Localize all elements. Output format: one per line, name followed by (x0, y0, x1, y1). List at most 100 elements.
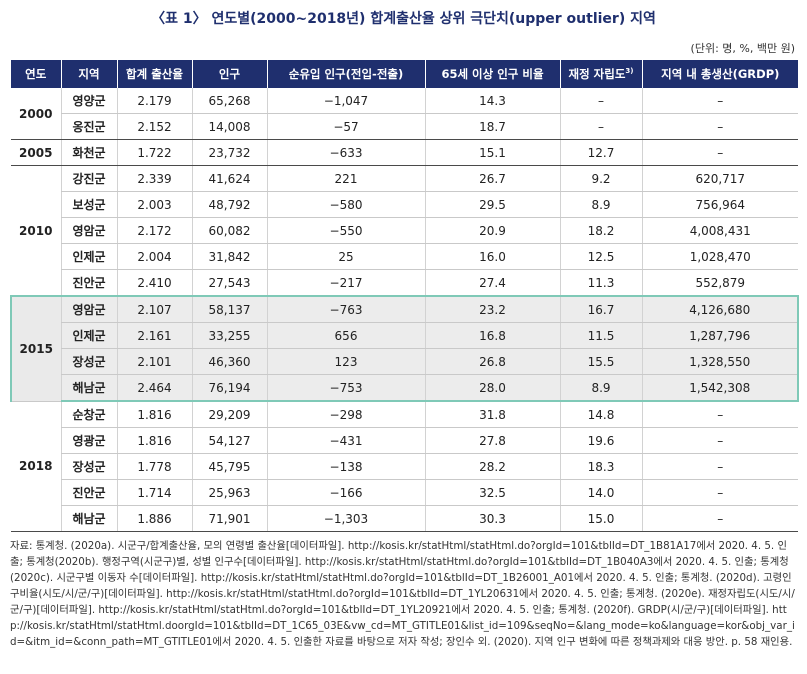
table-row: 해남군 2.464 76,194 −753 28.0 8.9 1,542,308 (11, 374, 799, 402)
header-year: 연도 (11, 60, 61, 88)
elderly-ratio-cell: 18.7 (424, 113, 560, 140)
header-region: 지역 (60, 60, 117, 88)
table-row: 인제군 2.004 31,842 25 16.0 12.5 1,028,470 (11, 243, 798, 270)
region-cell: 해남군 (60, 505, 117, 532)
tfr-cell: 2.003 (116, 191, 192, 218)
population-cell: 48,792 (191, 191, 267, 218)
population-cell: 31,842 (191, 243, 267, 270)
grdp-cell: – (641, 453, 798, 480)
tfr-cell: 2.339 (116, 165, 192, 192)
region-cell: 강진군 (60, 165, 117, 192)
region-cell: 옹진군 (60, 113, 117, 140)
net-migration-cell: −550 (266, 217, 425, 244)
population-cell: 33,255 (191, 322, 267, 349)
population-cell: 76,194 (191, 374, 267, 402)
header-footnote-mark: 3) (625, 67, 634, 76)
net-migration-cell: −138 (266, 453, 425, 480)
fiscal-independence-cell: 12.7 (559, 139, 642, 166)
table-row: 2010 강진군 2.339 41,624 221 26.7 9.2 620,717 (11, 165, 798, 297)
tfr-cell: 2.172 (116, 217, 192, 244)
region-cell: 영광군 (60, 427, 117, 454)
tfr-cell: 2.152 (116, 113, 192, 140)
table-row: 진안군 1.714 25,963 −166 32.5 14.0– (11, 479, 798, 506)
fiscal-independence-cell: 8.9 (559, 191, 642, 218)
table-row: 해남군 1.886 71,901 −1,303 30.3 15.0– (11, 505, 798, 532)
net-migration-cell: −633 (266, 139, 425, 166)
grdp-cell: 4,126,680 (641, 295, 799, 323)
elderly-ratio-cell: 15.1 (424, 139, 560, 166)
net-migration-cell: 123 (266, 348, 425, 375)
population-cell: 60,082 (191, 217, 267, 244)
grdp-cell: 1,287,796 (641, 322, 799, 349)
fiscal-independence-cell: 8.9 (559, 374, 642, 402)
grdp-cell: 4,008,431 (641, 217, 798, 244)
net-migration-cell: −753 (266, 374, 425, 402)
elderly-ratio-cell: 28.0 (424, 374, 560, 402)
tfr-cell: 2.179 (116, 88, 192, 114)
region-cell: 영양군 (60, 88, 117, 114)
header-elderly-ratio: 65세 이상 인구 비율 (424, 60, 560, 88)
grdp-cell: – (641, 479, 798, 506)
region-cell: 영암군 (60, 295, 117, 323)
tfr-cell: 1.722 (116, 139, 192, 166)
grdp-cell: – (641, 88, 798, 114)
tfr-cell: 2.004 (116, 243, 192, 270)
grdp-cell: – (641, 505, 798, 532)
year-cell: 2015 (10, 295, 61, 402)
header-row: 연도 지역 합계 출산율 인구 순유입 인구(전입-전출) 65세 이상 인구 … (11, 60, 798, 88)
table-row: 보성군 2.003 48,792 −580 29.5 8.9 756,964 (11, 191, 798, 218)
table-title: 〈표 1〉 연도별(2000~2018년) 합계출산율 상위 극단치(upper… (151, 11, 656, 27)
tfr-cell: 2.464 (116, 374, 192, 402)
net-migration-cell: −1,047 (266, 88, 425, 114)
net-migration-cell: 221 (266, 165, 425, 192)
population-cell: 58,137 (191, 295, 267, 323)
elderly-ratio-cell: 20.9 (424, 217, 560, 244)
elderly-ratio-cell: 31.8 (424, 401, 560, 428)
tfr-cell: 1.816 (116, 427, 192, 454)
year-cell: 2018 (11, 401, 61, 532)
population-cell: 14,008 (191, 113, 267, 140)
header-grdp: 지역 내 총생산(GRDP) (641, 60, 798, 88)
header-fiscal-label: 재정 자립도 (568, 67, 626, 81)
grdp-cell: – (641, 139, 798, 166)
fiscal-independence-cell: 12.5 (559, 243, 642, 270)
population-cell: 29,209 (191, 401, 267, 428)
table-row: 2005 화천군 1.722 23,732 −633 15.1 12.7– (11, 139, 798, 166)
elderly-ratio-cell: 27.8 (424, 427, 560, 454)
header-fiscal-independence: 재정 자립도3) (559, 60, 642, 88)
population-cell: 23,732 (191, 139, 267, 166)
tfr-cell: 2.410 (116, 269, 192, 297)
net-migration-cell: −166 (266, 479, 425, 506)
tfr-cell: 2.107 (116, 295, 192, 323)
grdp-cell: – (641, 113, 798, 140)
net-migration-cell: −1,303 (266, 505, 425, 532)
region-cell: 보성군 (60, 191, 117, 218)
elderly-ratio-cell: 16.8 (424, 322, 560, 349)
region-cell: 영암군 (60, 217, 117, 244)
fiscal-independence-cell: – (559, 113, 642, 140)
unit-note: (단위: 명, %, 백만 원) (690, 42, 795, 55)
fiscal-independence-cell: – (559, 88, 642, 114)
population-cell: 27,543 (191, 269, 267, 297)
region-cell: 진안군 (60, 269, 117, 297)
tfr-cell: 2.101 (116, 348, 192, 375)
elderly-ratio-cell: 27.4 (424, 269, 560, 297)
year-cell: 2000 (11, 88, 61, 140)
tfr-cell: 1.714 (116, 479, 192, 506)
grdp-cell: 620,717 (641, 165, 798, 192)
region-cell: 해남군 (60, 374, 117, 402)
elderly-ratio-cell: 16.0 (424, 243, 560, 270)
net-migration-cell: −763 (266, 295, 425, 323)
elderly-ratio-cell: 32.5 (424, 479, 560, 506)
elderly-ratio-cell: 14.3 (424, 88, 560, 114)
tfr-cell: 2.161 (116, 322, 192, 349)
region-cell: 순창군 (60, 401, 117, 428)
table-row: 장성군 2.101 46,360 123 26.8 15.5 1,328,550 (11, 348, 799, 375)
population-cell: 41,624 (191, 165, 267, 192)
fiscal-independence-cell: 14.0 (559, 479, 642, 506)
table-row: 영광군 1.816 54,127 −431 27.8 19.6– (11, 427, 798, 454)
table-row: 2018 순창군 1.816 29,209 −298 31.8 14.8– (11, 401, 798, 532)
table-row: 영암군 2.172 60,082 −550 20.9 18.2 4,008,431 (11, 217, 798, 244)
fiscal-independence-cell: 19.6 (559, 427, 642, 454)
